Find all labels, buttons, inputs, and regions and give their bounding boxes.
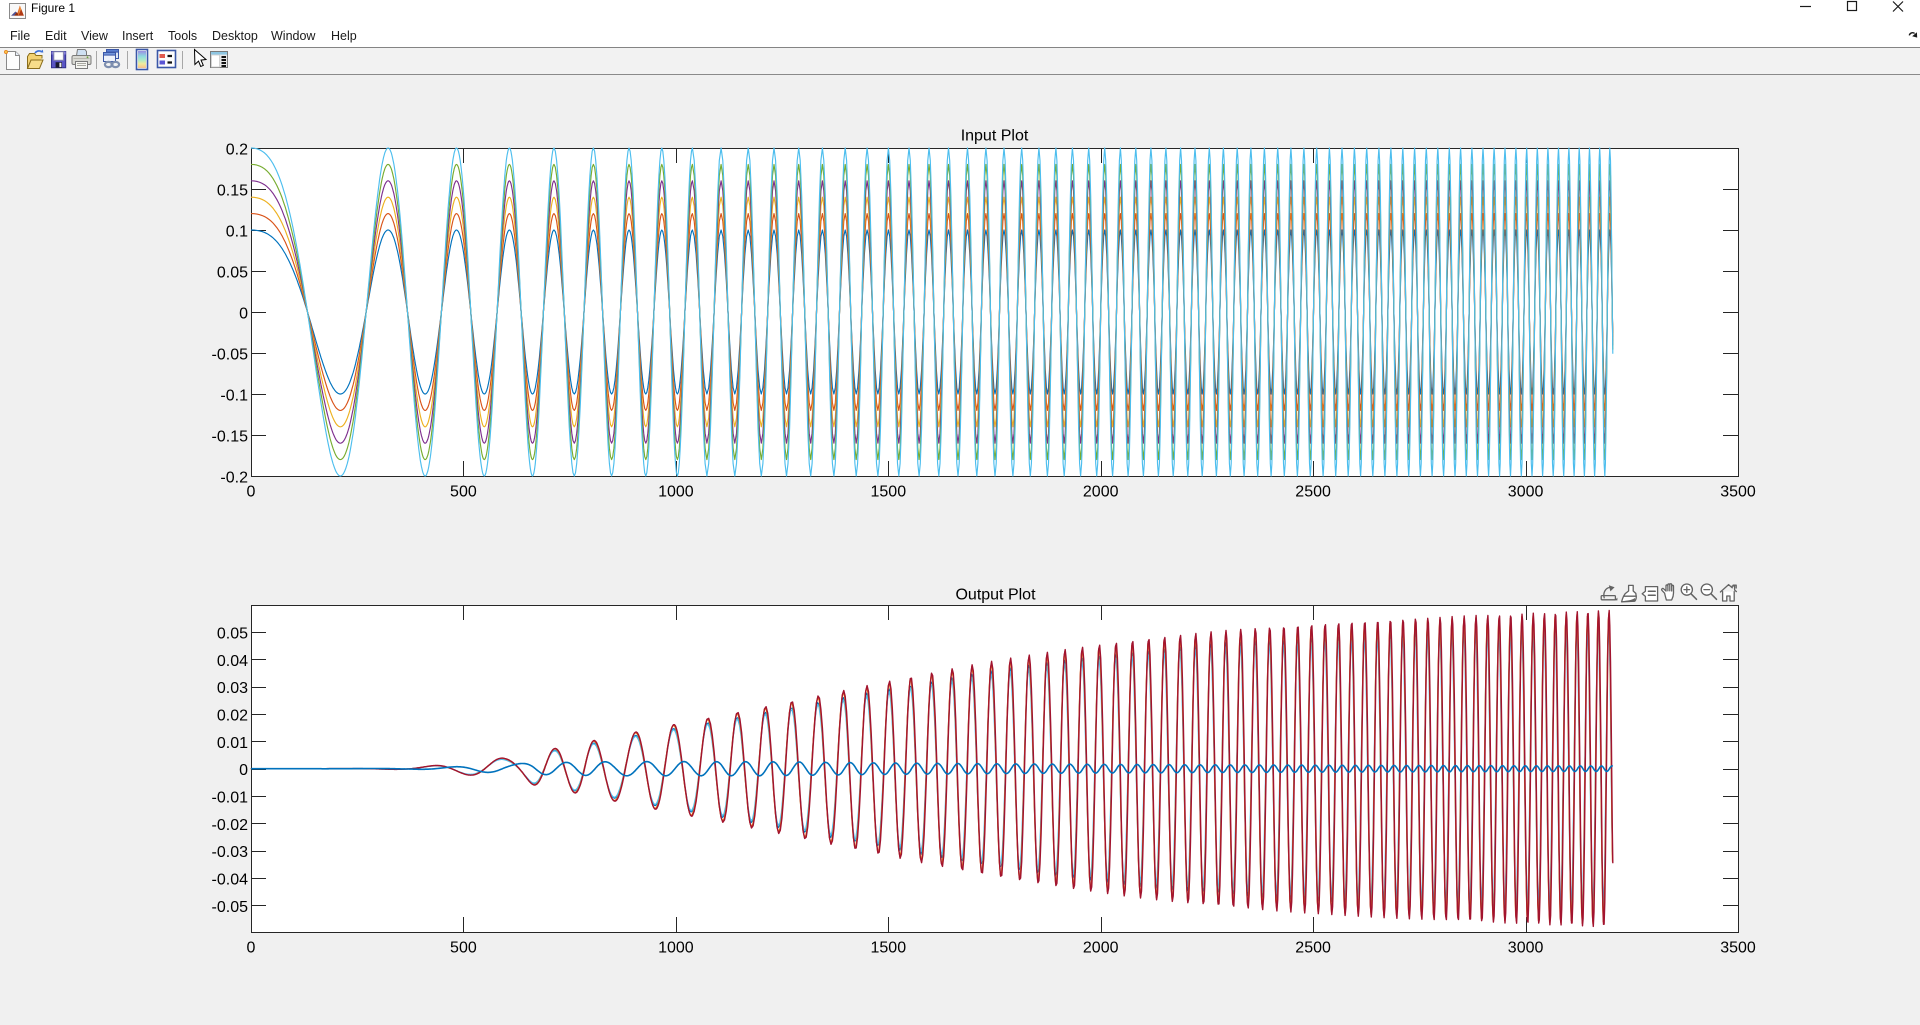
- svg-text:0.02: 0.02: [217, 708, 248, 725]
- svg-text:3000: 3000: [1508, 939, 1544, 956]
- svg-text:3500: 3500: [1720, 483, 1756, 500]
- svg-text:Input Plot: Input Plot: [961, 128, 1029, 145]
- svg-text:2500: 2500: [1295, 939, 1331, 956]
- svg-text:1500: 1500: [871, 939, 907, 956]
- svg-text:-0.01: -0.01: [212, 790, 249, 807]
- svg-text:1000: 1000: [658, 939, 694, 956]
- svg-text:0.04: 0.04: [217, 653, 248, 670]
- svg-text:0.03: 0.03: [217, 680, 248, 697]
- svg-text:0.2: 0.2: [226, 142, 248, 159]
- svg-text:-0.03: -0.03: [212, 844, 249, 861]
- svg-text:-0.05: -0.05: [212, 899, 249, 916]
- svg-text:0: 0: [239, 762, 248, 779]
- svg-text:0.1: 0.1: [226, 224, 248, 241]
- svg-text:-0.2: -0.2: [220, 470, 248, 487]
- svg-text:-0.05: -0.05: [212, 347, 249, 364]
- svg-text:-0.02: -0.02: [212, 817, 249, 834]
- svg-text:0.05: 0.05: [217, 626, 248, 643]
- svg-text:3500: 3500: [1720, 939, 1756, 956]
- svg-text:0: 0: [239, 306, 248, 323]
- svg-text:0.15: 0.15: [217, 183, 248, 200]
- svg-text:0: 0: [247, 483, 256, 500]
- svg-text:2000: 2000: [1083, 483, 1119, 500]
- svg-text:-0.15: -0.15: [212, 429, 249, 446]
- svg-text:Output Plot: Output Plot: [955, 587, 1036, 604]
- svg-text:3000: 3000: [1508, 483, 1544, 500]
- svg-text:-0.1: -0.1: [220, 388, 248, 405]
- svg-text:1500: 1500: [871, 483, 907, 500]
- svg-text:2500: 2500: [1295, 483, 1331, 500]
- svg-text:2000: 2000: [1083, 939, 1119, 956]
- svg-text:0.01: 0.01: [217, 735, 248, 752]
- svg-text:0.05: 0.05: [217, 265, 248, 282]
- svg-text:-0.04: -0.04: [212, 872, 249, 889]
- svg-text:0: 0: [247, 939, 256, 956]
- svg-text:1000: 1000: [658, 483, 694, 500]
- svg-text:500: 500: [450, 483, 477, 500]
- svg-text:500: 500: [450, 939, 477, 956]
